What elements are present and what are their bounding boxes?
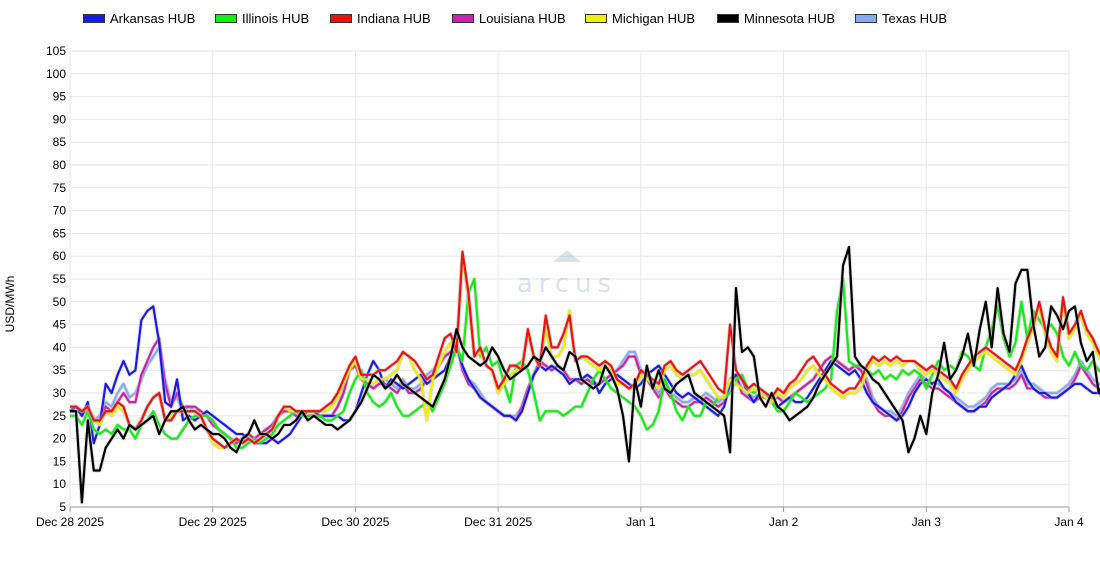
watermark-logo: arcus (517, 250, 617, 299)
legend-swatch-icon (585, 13, 607, 23)
legend-label: Indiana HUB (357, 10, 431, 26)
y-tick-label: 25 (53, 409, 67, 423)
y-tick-label: 10 (53, 477, 67, 491)
x-tick-label: Dec 28 2025 (36, 515, 104, 529)
legend-item-illinois-hub[interactable]: Illinois HUB (215, 10, 309, 26)
legend-label: Arkansas HUB (110, 10, 196, 26)
legend-label: Illinois HUB (242, 10, 310, 26)
x-tick-label: Jan 2 (769, 515, 799, 529)
watermark-text: arcus (517, 269, 617, 299)
legend-swatch-icon (717, 13, 739, 23)
y-tick-label: 55 (53, 272, 67, 286)
watermark-triangle-icon (553, 250, 581, 262)
y-tick-label: 40 (53, 340, 67, 354)
y-tick-label: 30 (53, 386, 67, 400)
x-tick-label: Dec 30 2025 (321, 515, 389, 529)
y-tick-label: 45 (53, 318, 67, 332)
y-tick-label: 75 (53, 181, 67, 195)
y-tick-label: 80 (53, 158, 67, 172)
legend-item-michigan-hub[interactable]: Michigan HUB (585, 10, 695, 26)
y-tick-label: 60 (53, 249, 67, 263)
y-tick-label: 90 (53, 112, 67, 126)
y-tick-label: 50 (53, 295, 67, 309)
y-tick-label: 100 (46, 67, 66, 81)
series-line-shadow (70, 249, 1100, 450)
chart-legend: Arkansas HUB Illinois HUB Indiana HUB Louis… (0, 0, 1100, 36)
legend-item-indiana-hub[interactable]: Indiana HUB (330, 10, 431, 26)
series-line-minnesota-hub (70, 245, 1100, 504)
y-tick-label: 15 (53, 454, 67, 468)
y-tick-label: 95 (53, 90, 67, 104)
y-tick-label: 70 (53, 204, 67, 218)
legend-swatch-icon (855, 13, 877, 23)
legend-label: Michigan HUB (612, 10, 696, 26)
legend-swatch-icon (215, 13, 237, 23)
series-line-louisiana-hub (69, 337, 1100, 445)
y-tick-label: 105 (46, 44, 66, 58)
legend-swatch-icon (330, 13, 352, 23)
x-tick-label: Jan 3 (912, 515, 942, 529)
x-tick-label: Jan 4 (1054, 515, 1084, 529)
y-tick-label: 20 (53, 432, 67, 446)
legend-item-minnesota-hub[interactable]: Minnesota HUB (717, 10, 835, 26)
series-line-michigan-hub (70, 255, 1100, 449)
series-line-shadow (70, 254, 1100, 450)
y-tick-label: 35 (53, 363, 67, 377)
legend-item-louisiana-hub[interactable]: Louisiana HUB (452, 10, 566, 26)
series-line-indiana-hub (70, 250, 1100, 449)
x-tick-label: Jan 1 (626, 515, 656, 529)
y-tick-label: 85 (53, 135, 67, 149)
y-tick-label: 65 (53, 226, 67, 240)
y-tick-label: 5 (59, 500, 66, 514)
legend-swatch-icon (83, 13, 105, 23)
series-line-shadow (70, 277, 1100, 450)
legend-item-arkansas-hub[interactable]: Arkansas HUB (83, 10, 195, 26)
legend-label: Minnesota HUB (744, 10, 836, 26)
legend-swatch-icon (452, 13, 474, 23)
x-tick-label: Dec 31 2025 (464, 515, 532, 529)
series-line-arkansas-hub (69, 305, 1100, 445)
y-axis-title: USD/MWh (3, 276, 17, 333)
legend-label: Texas HUB (882, 10, 948, 26)
legend-label: Louisiana HUB (479, 10, 566, 26)
legend-item-texas-hub[interactable]: Texas HUB (855, 10, 947, 26)
series-line-illinois-hub (70, 277, 1100, 449)
x-tick-label: Dec 29 2025 (179, 515, 247, 529)
